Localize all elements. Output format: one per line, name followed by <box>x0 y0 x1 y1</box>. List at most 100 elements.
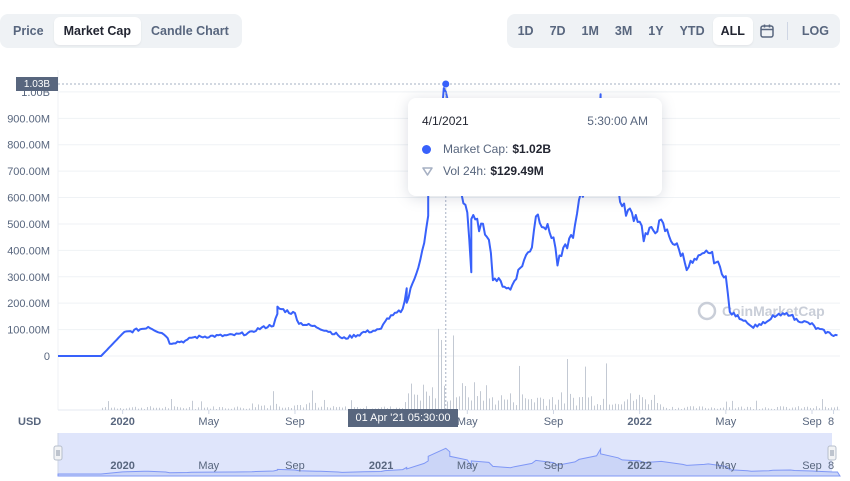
volume-bar <box>381 407 382 410</box>
volume-bar <box>699 406 700 410</box>
volume-bar <box>102 407 103 410</box>
volume-bar <box>162 408 163 410</box>
volume-bar <box>300 405 301 410</box>
volume-bar <box>339 406 340 410</box>
volume-bar <box>738 407 739 410</box>
volume-bar <box>114 407 115 410</box>
navigator-tick-label: Sep <box>285 460 305 472</box>
volume-bar <box>201 401 202 410</box>
tooltip-volume-value: $129.49M <box>490 164 544 178</box>
volume-bar <box>399 407 400 410</box>
volume-bar <box>516 405 517 410</box>
volume-bar <box>438 328 439 410</box>
volume-bar <box>480 391 481 410</box>
tab-candle-chart[interactable]: Candle Chart <box>150 24 229 38</box>
volume-bar <box>153 407 154 410</box>
volume-bar <box>186 408 187 410</box>
volume-bar <box>765 407 766 410</box>
volume-bar <box>798 406 799 410</box>
volume-bar <box>627 399 628 410</box>
x-tick-label: May <box>457 416 478 428</box>
volume-bar <box>471 400 472 410</box>
volume-bar <box>525 398 526 410</box>
volume-bar <box>687 406 688 410</box>
volume-bar <box>717 408 718 410</box>
volume-bar <box>810 407 811 410</box>
volume-bar <box>630 393 631 410</box>
volume-bar <box>600 405 601 410</box>
volume-bar <box>120 408 121 410</box>
tooltip-market-cap-row: Market Cap: $1.02B <box>422 142 648 156</box>
volume-bar <box>276 403 277 410</box>
volume-bar <box>663 406 664 410</box>
navigator-tick-label: 8 <box>828 460 834 472</box>
range-7d-button[interactable]: 7D <box>549 24 566 38</box>
volume-bar <box>189 407 190 410</box>
volume-bar <box>195 409 196 410</box>
navigator-tick-label: May <box>715 460 736 472</box>
volume-bar <box>261 405 262 410</box>
range-1y-button[interactable]: 1Y <box>648 24 664 38</box>
volume-bar <box>333 406 334 410</box>
range-ytd-button[interactable]: YTD <box>679 24 705 38</box>
volume-bar <box>240 407 241 410</box>
navigator-tick-label: 2020 <box>110 460 134 472</box>
volume-bar <box>783 406 784 410</box>
volume-bar <box>708 408 709 410</box>
volume-bar <box>693 406 694 410</box>
volume-bar <box>828 408 829 410</box>
volume-bar <box>144 408 145 410</box>
navigator-handle-grip <box>827 445 837 461</box>
volume-bar <box>123 408 124 410</box>
range-1m-button[interactable]: 1M <box>581 24 599 38</box>
volume-bar <box>534 402 535 410</box>
volume-bar <box>429 395 430 410</box>
volume-bar <box>168 408 169 410</box>
volume-bar <box>744 408 745 410</box>
volume-bar <box>582 396 583 410</box>
volume-bar <box>213 406 214 410</box>
volume-bar <box>432 387 433 410</box>
volume-bar <box>474 382 475 410</box>
volume-bar <box>804 407 805 410</box>
volume-bar <box>411 383 412 410</box>
volume-bar <box>483 400 484 410</box>
volume-bar <box>105 407 106 410</box>
volume-bar <box>192 400 193 410</box>
volume-bar <box>570 393 571 410</box>
tab-price[interactable]: Price <box>13 24 44 38</box>
volume-bar <box>327 407 328 410</box>
navigator-left-handle[interactable] <box>53 445 63 461</box>
volume-bar <box>183 408 184 410</box>
volume-bar <box>501 395 502 410</box>
volume-bar <box>723 407 724 410</box>
volume-bar <box>747 406 748 410</box>
log-scale-button[interactable]: LOG <box>801 24 829 38</box>
volume-diamond-icon <box>422 166 433 176</box>
volume-bar <box>831 407 832 410</box>
volume-bar <box>729 407 730 410</box>
range-3m-button[interactable]: 3M <box>614 24 633 38</box>
volume-bar <box>264 405 265 410</box>
tooltip-volume-label: Vol 24h: <box>443 164 487 178</box>
navigator-right-handle[interactable] <box>827 445 837 461</box>
volume-bar <box>645 399 646 410</box>
volume-bar <box>531 399 532 410</box>
volume-bar <box>354 407 355 410</box>
tab-market-cap[interactable]: Market Cap <box>53 17 141 45</box>
volume-bar <box>684 407 685 410</box>
volume-bar <box>255 407 256 410</box>
y-tick-label: 700.00M <box>7 166 50 178</box>
volume-bar <box>615 403 616 410</box>
volume-bar <box>621 404 622 410</box>
currency-label: USD <box>18 416 41 428</box>
volume-bar <box>720 407 721 410</box>
calendar-icon[interactable] <box>753 17 781 45</box>
volume-bar <box>351 400 352 410</box>
volume-bar <box>108 401 109 410</box>
volume-bar <box>267 408 268 410</box>
range-all-button[interactable]: ALL <box>712 17 753 45</box>
range-1d-button[interactable]: 1D <box>517 24 534 38</box>
navigator-series <box>57 447 841 477</box>
